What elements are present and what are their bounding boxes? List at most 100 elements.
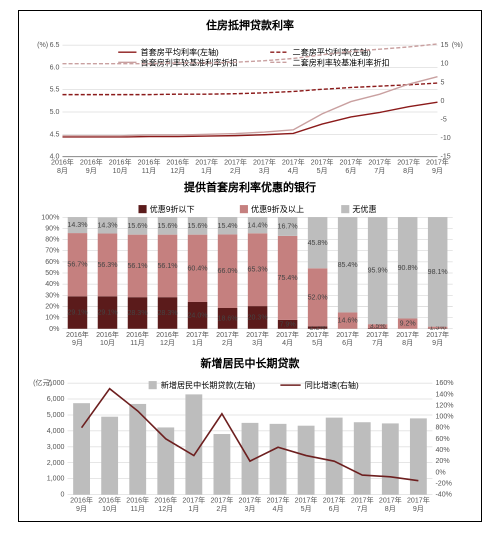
svg-text:90%: 90% bbox=[45, 225, 60, 233]
svg-text:2017年: 2017年 bbox=[239, 495, 262, 504]
svg-text:2016年: 2016年 bbox=[109, 158, 132, 167]
svg-text:2017年: 2017年 bbox=[282, 158, 305, 167]
svg-text:24.0%: 24.0% bbox=[188, 312, 209, 320]
svg-text:80%: 80% bbox=[45, 236, 60, 244]
svg-text:2017年: 2017年 bbox=[311, 158, 334, 167]
svg-text:15: 15 bbox=[441, 41, 449, 49]
svg-text:2017年: 2017年 bbox=[426, 158, 449, 167]
svg-text:4月: 4月 bbox=[282, 339, 293, 347]
svg-text:60.4%: 60.4% bbox=[188, 265, 209, 273]
svg-text:2月: 2月 bbox=[222, 339, 233, 347]
svg-text:15.4%: 15.4% bbox=[218, 222, 239, 230]
svg-text:4.5: 4.5 bbox=[50, 130, 60, 138]
svg-text:7,000: 7,000 bbox=[47, 379, 65, 387]
svg-text:2017年: 2017年 bbox=[267, 495, 290, 504]
svg-text:0%: 0% bbox=[435, 468, 446, 476]
svg-text:(%): (%) bbox=[452, 41, 463, 49]
svg-text:40%: 40% bbox=[45, 281, 60, 289]
chart2-svg: 0%10%20%30%40%50%60%70%80%90%100%优惠9折以下优… bbox=[27, 199, 473, 361]
svg-text:56.1%: 56.1% bbox=[157, 262, 178, 270]
svg-text:6月: 6月 bbox=[329, 504, 340, 512]
svg-text:10月: 10月 bbox=[113, 167, 128, 175]
svg-text:2016年: 2016年 bbox=[98, 495, 121, 504]
svg-text:56.1%: 56.1% bbox=[127, 262, 148, 270]
svg-text:56.3%: 56.3% bbox=[97, 261, 118, 269]
svg-text:2017年: 2017年 bbox=[246, 330, 269, 339]
svg-text:1月: 1月 bbox=[201, 167, 212, 175]
svg-text:2016年: 2016年 bbox=[126, 495, 149, 504]
svg-text:2月: 2月 bbox=[230, 167, 241, 175]
svg-text:15.6%: 15.6% bbox=[157, 222, 178, 230]
svg-text:1月: 1月 bbox=[192, 339, 203, 347]
svg-text:9月: 9月 bbox=[432, 339, 443, 347]
chart2: 0%10%20%30%40%50%60%70%80%90%100%优惠9折以下优… bbox=[27, 199, 473, 350]
svg-text:-5: -5 bbox=[441, 115, 447, 123]
svg-text:2016年: 2016年 bbox=[154, 495, 177, 504]
svg-text:2017年: 2017年 bbox=[224, 158, 247, 167]
svg-text:11月: 11月 bbox=[130, 504, 144, 512]
svg-text:66.0%: 66.0% bbox=[218, 268, 239, 276]
svg-text:8月: 8月 bbox=[57, 167, 68, 175]
svg-text:85.4%: 85.4% bbox=[338, 261, 359, 269]
svg-text:28.3%: 28.3% bbox=[127, 309, 148, 317]
svg-text:2017年: 2017年 bbox=[210, 495, 233, 504]
svg-text:2016年: 2016年 bbox=[156, 330, 179, 339]
svg-text:6.5: 6.5 bbox=[50, 41, 60, 49]
svg-text:52.0%: 52.0% bbox=[308, 294, 329, 302]
svg-text:12月: 12月 bbox=[170, 167, 185, 175]
chart1: (%)(%)4.04.55.05.56.06.5-15-10-5051015首套… bbox=[27, 37, 473, 175]
svg-text:优惠9折及以上: 优惠9折及以上 bbox=[251, 205, 304, 215]
svg-text:8月: 8月 bbox=[403, 167, 414, 175]
svg-text:2017年: 2017年 bbox=[426, 330, 449, 339]
svg-text:同比增速(右轴): 同比增速(右轴) bbox=[305, 380, 359, 390]
svg-text:98.1%: 98.1% bbox=[428, 268, 449, 276]
svg-text:2017年: 2017年 bbox=[368, 158, 391, 167]
svg-text:65.3%: 65.3% bbox=[248, 266, 269, 274]
svg-text:10%: 10% bbox=[45, 314, 60, 322]
svg-text:0: 0 bbox=[61, 490, 65, 498]
svg-text:2017年: 2017年 bbox=[323, 495, 346, 504]
svg-text:-10: -10 bbox=[441, 134, 451, 142]
svg-text:14.3%: 14.3% bbox=[67, 222, 88, 230]
svg-text:2017年: 2017年 bbox=[396, 330, 419, 339]
svg-text:无优惠: 无优惠 bbox=[352, 205, 376, 215]
svg-text:(%): (%) bbox=[37, 41, 48, 49]
svg-text:5月: 5月 bbox=[301, 504, 312, 512]
svg-text:二套房利率较基准利率折扣: 二套房利率较基准利率折扣 bbox=[293, 57, 390, 67]
svg-text:4,000: 4,000 bbox=[47, 426, 65, 434]
svg-text:二套房平均利率(左轴): 二套房平均利率(左轴) bbox=[293, 47, 372, 57]
svg-text:1,000: 1,000 bbox=[47, 474, 65, 482]
svg-text:10月: 10月 bbox=[102, 504, 117, 512]
svg-text:11月: 11月 bbox=[142, 167, 156, 175]
svg-text:6月: 6月 bbox=[345, 167, 356, 175]
svg-text:9月: 9月 bbox=[72, 339, 83, 347]
chart1-title: 住房抵押贷款利率 bbox=[27, 17, 473, 33]
svg-text:9月: 9月 bbox=[432, 167, 443, 175]
svg-text:8月: 8月 bbox=[402, 339, 413, 347]
svg-text:12月: 12月 bbox=[158, 504, 173, 512]
svg-text:60%: 60% bbox=[45, 258, 60, 266]
svg-text:7月: 7月 bbox=[372, 339, 383, 347]
svg-text:2017年: 2017年 bbox=[295, 495, 318, 504]
svg-text:5,000: 5,000 bbox=[47, 411, 65, 419]
svg-text:20.3%: 20.3% bbox=[248, 314, 269, 322]
svg-text:2016年: 2016年 bbox=[51, 158, 74, 167]
svg-text:50%: 50% bbox=[45, 269, 60, 277]
svg-text:-20%: -20% bbox=[435, 479, 452, 487]
svg-text:优惠9折以下: 优惠9折以下 bbox=[150, 205, 195, 215]
svg-text:8月: 8月 bbox=[385, 504, 396, 512]
svg-text:28.3%: 28.3% bbox=[157, 309, 178, 317]
svg-text:3月: 3月 bbox=[259, 167, 270, 175]
svg-text:2017年: 2017年 bbox=[182, 495, 205, 504]
svg-text:30%: 30% bbox=[45, 292, 60, 300]
svg-text:16.7%: 16.7% bbox=[278, 223, 299, 231]
svg-text:20%: 20% bbox=[435, 457, 450, 465]
svg-text:60%: 60% bbox=[435, 434, 450, 442]
svg-text:2017年: 2017年 bbox=[216, 330, 239, 339]
svg-text:新增居民中长期贷款(左轴): 新增居民中长期贷款(左轴) bbox=[161, 380, 256, 390]
svg-text:5月: 5月 bbox=[312, 339, 323, 347]
svg-text:9.2%: 9.2% bbox=[400, 320, 417, 328]
svg-text:6月: 6月 bbox=[342, 339, 353, 347]
svg-text:100%: 100% bbox=[41, 214, 60, 222]
svg-text:2016年: 2016年 bbox=[126, 330, 149, 339]
